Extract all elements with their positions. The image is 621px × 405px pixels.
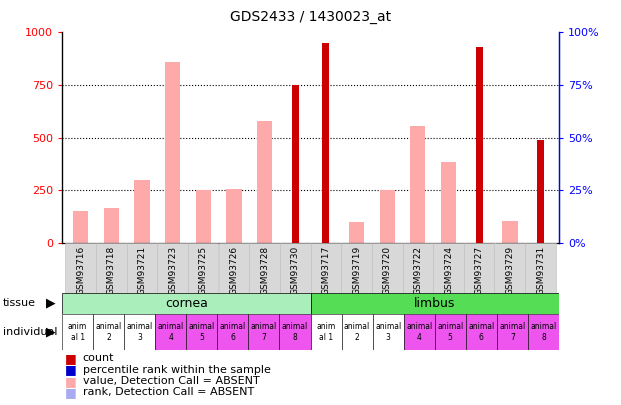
Bar (104, 208, 119, 243)
Bar (441, 162, 456, 243)
Text: GSM93728: GSM93728 (260, 245, 269, 295)
Bar (502, 221, 517, 243)
Text: animal
7: animal 7 (499, 322, 525, 342)
Bar (402, 243, 433, 294)
Bar (404, 314, 435, 350)
Bar (249, 243, 280, 294)
Bar (127, 243, 157, 294)
Text: GSM93727: GSM93727 (474, 245, 484, 295)
Bar (188, 243, 219, 294)
Text: animal
2: animal 2 (96, 322, 122, 342)
Bar (433, 243, 464, 294)
Bar (292, 85, 299, 243)
Bar (310, 243, 341, 294)
Bar (537, 140, 544, 243)
Bar (134, 180, 150, 243)
Bar (279, 314, 310, 350)
Text: GSM93722: GSM93722 (414, 245, 422, 294)
Text: animal
4: animal 4 (158, 322, 184, 342)
Text: GSM93730: GSM93730 (291, 245, 300, 295)
Bar (342, 314, 373, 350)
Bar (466, 314, 497, 350)
Bar (476, 47, 483, 243)
Text: animal
5: animal 5 (189, 322, 215, 342)
Bar (464, 243, 494, 294)
Text: GSM93718: GSM93718 (107, 245, 116, 295)
Text: GSM93721: GSM93721 (137, 245, 147, 295)
Bar (379, 190, 395, 243)
Bar (186, 314, 217, 350)
Text: animal
8: animal 8 (530, 322, 556, 342)
Text: ■: ■ (65, 363, 77, 376)
Bar (494, 243, 525, 294)
Text: GSM93716: GSM93716 (76, 245, 85, 295)
Bar (219, 243, 249, 294)
Bar (341, 243, 372, 294)
Text: GSM93731: GSM93731 (536, 245, 545, 295)
Bar (528, 314, 559, 350)
Text: ▶: ▶ (46, 326, 56, 339)
Text: ■: ■ (65, 352, 77, 365)
Bar (373, 314, 404, 350)
Text: cornea: cornea (165, 297, 208, 310)
Bar (73, 211, 88, 243)
Text: GSM93729: GSM93729 (505, 245, 514, 295)
Text: count: count (83, 354, 114, 363)
Bar (196, 190, 211, 243)
Bar (96, 243, 127, 294)
Text: anim
al 1: anim al 1 (317, 322, 335, 342)
Bar (226, 189, 242, 243)
Text: animal
4: animal 4 (406, 322, 432, 342)
Bar (157, 243, 188, 294)
Text: GSM93720: GSM93720 (383, 245, 392, 295)
Bar (155, 314, 186, 350)
Text: ▶: ▶ (46, 297, 56, 310)
Text: ■: ■ (65, 386, 77, 399)
Text: animal
6: animal 6 (468, 322, 494, 342)
Text: animal
3: animal 3 (375, 322, 401, 342)
Text: animal
8: animal 8 (282, 322, 308, 342)
Bar (62, 314, 93, 350)
Bar (217, 314, 248, 350)
Text: tissue: tissue (3, 298, 36, 308)
Bar (410, 126, 425, 243)
Text: GSM93724: GSM93724 (444, 245, 453, 294)
Text: percentile rank within the sample: percentile rank within the sample (83, 365, 271, 375)
Text: animal
2: animal 2 (344, 322, 370, 342)
Bar (248, 314, 279, 350)
Bar (280, 243, 310, 294)
Bar (93, 314, 124, 350)
Text: rank, Detection Call = ABSENT: rank, Detection Call = ABSENT (83, 388, 254, 397)
Bar (435, 314, 466, 350)
Bar (124, 314, 155, 350)
Bar (310, 314, 342, 350)
Bar (372, 243, 402, 294)
Text: limbus: limbus (414, 297, 455, 310)
Bar (62, 293, 310, 314)
Text: value, Detection Call = ABSENT: value, Detection Call = ABSENT (83, 376, 260, 386)
Text: animal
7: animal 7 (251, 322, 277, 342)
Bar (310, 293, 559, 314)
Text: GDS2433 / 1430023_at: GDS2433 / 1430023_at (230, 10, 391, 24)
Bar (257, 121, 272, 243)
Text: animal
5: animal 5 (437, 322, 463, 342)
Text: animal
6: animal 6 (220, 322, 246, 342)
Text: anim
al 1: anim al 1 (68, 322, 87, 342)
Bar (525, 243, 556, 294)
Text: GSM93719: GSM93719 (352, 245, 361, 295)
Text: GSM93723: GSM93723 (168, 245, 177, 295)
Text: GSM93717: GSM93717 (321, 245, 330, 295)
Bar (349, 222, 364, 243)
Text: animal
3: animal 3 (127, 322, 153, 342)
Text: ■: ■ (65, 375, 77, 388)
Bar (65, 243, 96, 294)
Bar (322, 43, 329, 243)
Text: GSM93725: GSM93725 (199, 245, 207, 295)
Text: GSM93726: GSM93726 (229, 245, 238, 295)
Bar (165, 62, 180, 243)
Bar (497, 314, 528, 350)
Text: individual: individual (3, 327, 58, 337)
